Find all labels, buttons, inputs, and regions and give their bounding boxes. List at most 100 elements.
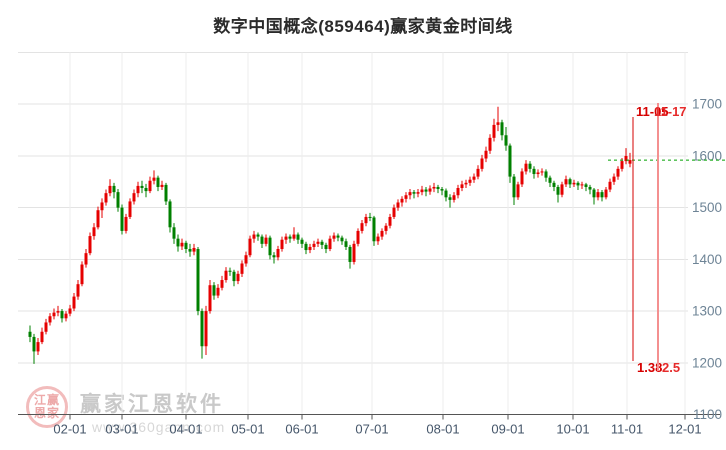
y-axis-label: 1600 [692, 148, 722, 163]
candle-body [52, 312, 56, 317]
x-axis-label: 10-01 [556, 422, 589, 437]
candle-body [268, 237, 272, 256]
candle-body [316, 241, 320, 244]
candle-body [92, 227, 96, 237]
candle-body [380, 230, 384, 237]
candle-body [444, 190, 448, 198]
candle-body [108, 185, 112, 194]
candle-body [548, 177, 552, 183]
candle-body [612, 176, 616, 182]
candle-body [412, 192, 416, 194]
candle-body [436, 186, 440, 190]
candle-body [152, 177, 156, 181]
candle-body [64, 313, 68, 319]
candle-body [240, 263, 244, 274]
candle-body [140, 185, 144, 188]
candle-body [604, 189, 608, 198]
candle-body [312, 243, 316, 247]
candle-body [456, 187, 460, 196]
candle-body [44, 322, 48, 332]
candle-body [496, 122, 500, 125]
candle-body [608, 181, 612, 190]
candle-body [32, 336, 36, 352]
candle-body [500, 122, 504, 136]
candle-body [472, 176, 476, 180]
candle-body [340, 237, 344, 242]
x-axis-label: 08-01 [426, 422, 459, 437]
candle-body [136, 185, 140, 194]
candle-body [208, 285, 212, 312]
candle-body [556, 186, 560, 195]
candle-body [36, 342, 40, 352]
candle-body [332, 235, 336, 239]
candle-body [320, 241, 324, 245]
candle-body [176, 238, 180, 247]
candle-body [276, 249, 280, 258]
candle-body [300, 239, 304, 244]
candle-body [172, 227, 176, 239]
candle-body [504, 135, 508, 146]
candle-body [56, 311, 60, 313]
candle-body [68, 308, 72, 314]
y-axis-label: 1700 [692, 97, 722, 112]
x-axis-label: 11-01 [611, 422, 643, 437]
candle-body [328, 238, 332, 250]
candle-body [512, 176, 516, 198]
candle-body [292, 234, 296, 239]
candle-body [236, 273, 240, 282]
x-axis-label: 09-01 [491, 422, 524, 437]
candle-body [624, 155, 628, 162]
candle-body [288, 236, 292, 239]
candle-body [480, 158, 484, 169]
candle-body [48, 316, 52, 323]
candle-body [336, 235, 340, 238]
candle-body [424, 189, 428, 192]
candle-body [532, 168, 536, 175]
candle-body [144, 187, 148, 192]
candle-body [468, 179, 472, 183]
candle-body [256, 234, 260, 237]
candle-body [248, 238, 252, 256]
candle-body [104, 193, 108, 203]
candle-body [204, 311, 208, 347]
candle-body [352, 243, 356, 262]
candle-body [252, 234, 256, 239]
x-axis-label: 04-01 [169, 422, 202, 437]
candle-body [100, 202, 104, 211]
candle-body [388, 216, 392, 226]
y-axis-label: 1200 [692, 355, 722, 370]
candle-body [156, 177, 160, 187]
candle-body [120, 207, 124, 231]
candle-body [80, 264, 84, 285]
candle-body [180, 242, 184, 247]
candle-body [408, 192, 412, 196]
candle-body [212, 285, 216, 296]
candle-body [124, 216, 128, 231]
time-marker-value-label: 1.38 [637, 360, 662, 375]
candle-body [616, 168, 620, 177]
candle-body [344, 241, 348, 247]
candle-body [116, 192, 120, 208]
candle-body [224, 270, 228, 281]
candle-body [560, 184, 564, 195]
candle-body [368, 216, 372, 218]
candle-body [564, 179, 568, 185]
candle-body [220, 280, 224, 288]
candle-body [580, 184, 584, 186]
candle-body [432, 186, 436, 189]
candle-body [492, 124, 496, 138]
candle-body [372, 217, 376, 242]
candle-body [592, 189, 596, 198]
candle-body [304, 243, 308, 251]
candle-body [308, 246, 312, 251]
candle-body [196, 249, 200, 312]
candle-body [628, 160, 632, 164]
candle-body [88, 236, 92, 254]
candle-body [568, 179, 572, 185]
candle-body [460, 184, 464, 188]
candle-body [188, 249, 192, 252]
candle-body [168, 201, 172, 228]
candle-body [148, 180, 152, 192]
candle-body [544, 171, 548, 178]
